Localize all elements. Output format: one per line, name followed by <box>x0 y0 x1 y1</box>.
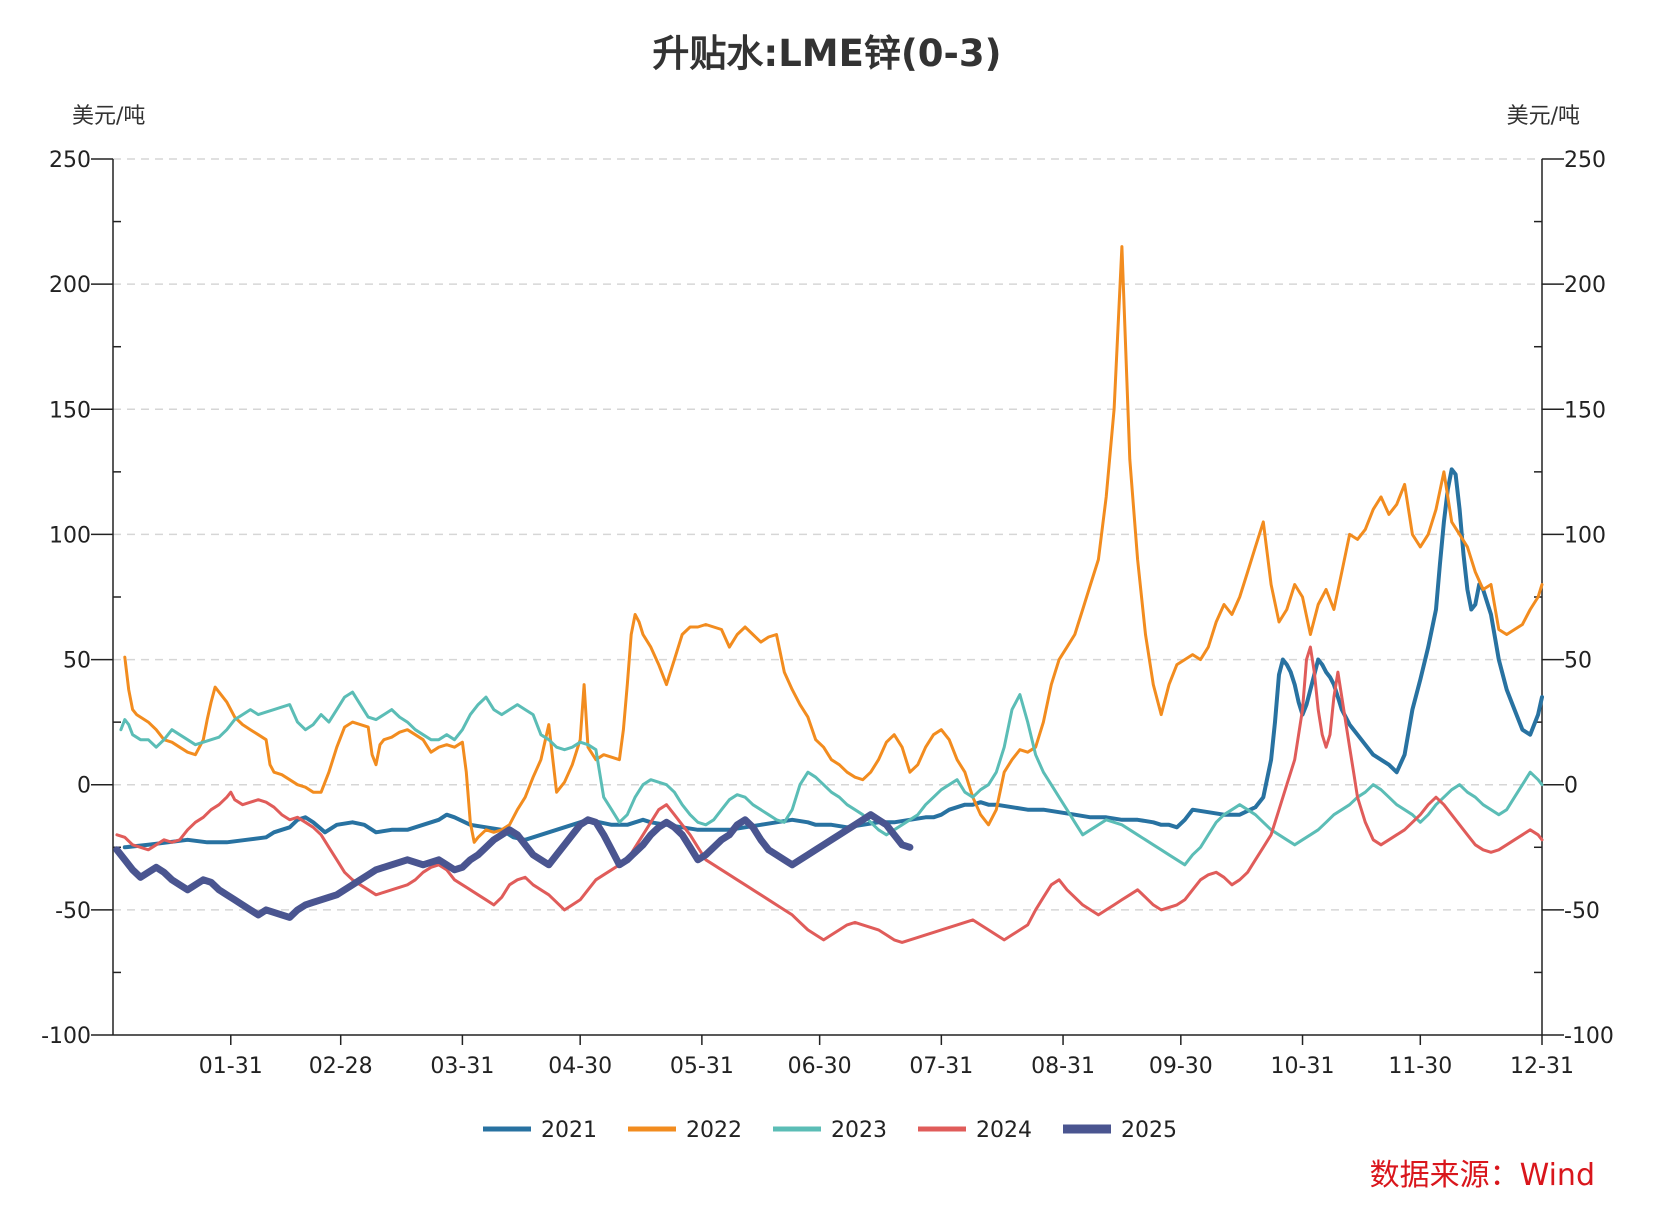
y-tick-label-right: 250 <box>1564 148 1606 173</box>
y-tick-label-right: 50 <box>1564 649 1592 674</box>
x-tick-label: 02-28 <box>309 1054 373 1079</box>
y-tick-label-left: 50 <box>63 649 91 674</box>
legend-item-2022[interactable]: 2022 <box>628 1118 742 1143</box>
series-line-2021 <box>122 467 1544 850</box>
legend[interactable]: 2021 2022 2023 2024 2025 <box>483 1118 1177 1143</box>
legend-label: 2025 <box>1121 1118 1177 1143</box>
x-tick-label: 05-31 <box>670 1054 734 1079</box>
legend-item-2021[interactable]: 2021 <box>483 1118 597 1143</box>
y-tick-label-left: 150 <box>49 398 91 423</box>
x-tick-label: 03-31 <box>430 1054 494 1079</box>
gridlines <box>113 158 1542 911</box>
x-tick-label: 07-31 <box>909 1054 973 1079</box>
y-tick-label-left: -100 <box>41 1024 91 1049</box>
y-tick-label-left: 200 <box>49 273 91 298</box>
y-tick-label-left: 100 <box>49 523 91 548</box>
legend-label: 2024 <box>976 1118 1032 1143</box>
y-tick-label-right: -100 <box>1564 1024 1614 1049</box>
y-tick-label-left: 0 <box>77 774 91 799</box>
legend-item-2024[interactable]: 2024 <box>918 1118 1032 1143</box>
y-tick-label-left: 250 <box>49 148 91 173</box>
legend-label: 2022 <box>686 1118 742 1143</box>
x-tick-label: 01-31 <box>199 1054 263 1079</box>
y-tick-label-right: 150 <box>1564 398 1606 423</box>
series-line-2025 <box>113 811 914 921</box>
y-tick-label-right: 100 <box>1564 523 1606 548</box>
x-tick-label: 08-31 <box>1031 1054 1095 1079</box>
legend-item-2023[interactable]: 2023 <box>773 1118 887 1143</box>
y-tick-label-right: 0 <box>1564 774 1578 799</box>
x-tick-label: 12-31 <box>1510 1054 1574 1079</box>
series-line-2022 <box>123 245 1544 844</box>
legend-label: 2023 <box>831 1118 887 1143</box>
y-axis-unit-right: 美元/吨 <box>1507 104 1580 129</box>
y-tick-label-left: -50 <box>55 899 91 924</box>
y-tick-label-right: 200 <box>1564 273 1606 298</box>
tick-labels: 250 250 200 200 150 150 100 100 50 50 0 0 -50 -50 -100… <box>41 148 1614 1079</box>
legend-label: 2021 <box>541 1118 597 1143</box>
series-line-2023 <box>119 690 1544 867</box>
y-axis-unit-left: 美元/吨 <box>72 104 145 129</box>
x-tick-label: 10-31 <box>1271 1054 1335 1079</box>
data-source-note: 数据来源：Wind <box>1370 1158 1595 1193</box>
x-tick-label: 09-30 <box>1149 1054 1213 1079</box>
axes <box>91 158 1564 1045</box>
legend-item-2025[interactable]: 2025 <box>1063 1118 1177 1143</box>
series-lines <box>113 245 1544 944</box>
chart-title: 升贴水:LME锌(0-3) <box>652 32 1001 75</box>
y-tick-label-right: -50 <box>1564 899 1600 924</box>
x-tick-label: 04-30 <box>548 1054 612 1079</box>
x-tick-label: 06-30 <box>788 1054 852 1079</box>
x-tick-label: 11-30 <box>1388 1054 1452 1079</box>
